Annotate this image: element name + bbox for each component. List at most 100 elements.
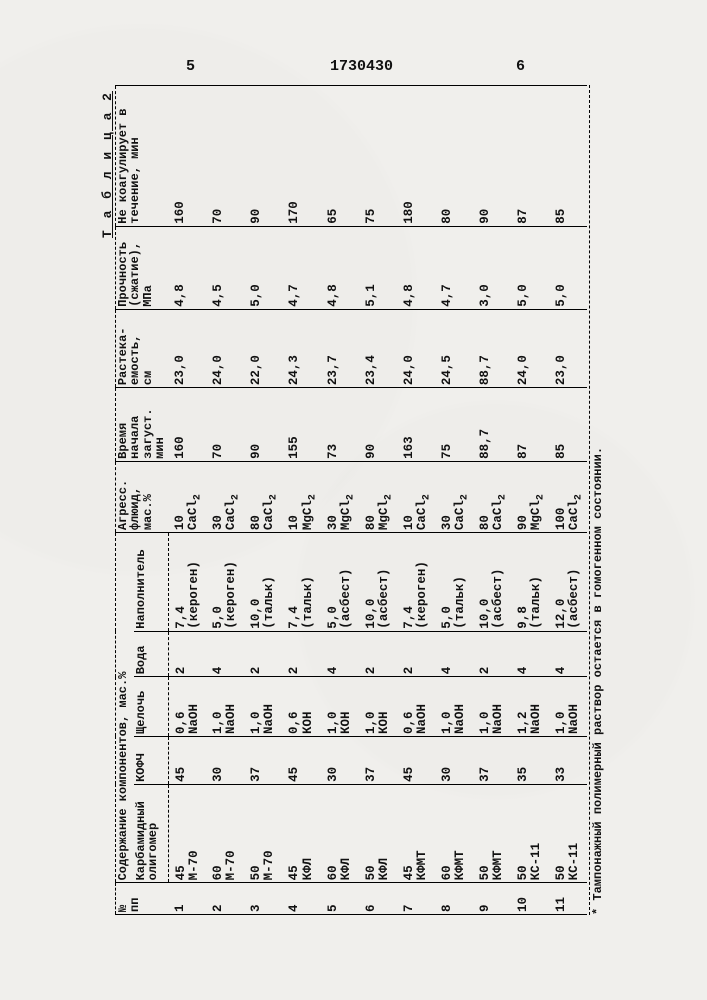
table-cell: 2 xyxy=(473,631,511,677)
table-cell: 88,7 xyxy=(473,309,511,387)
table-cell: 5,0(кероген) xyxy=(206,533,244,632)
table-cell: 65 xyxy=(321,86,359,227)
col-hdr-fluid: Агресс.флюид,мас.% xyxy=(115,461,168,532)
table-cell: 90 xyxy=(473,86,511,227)
table-row: 560КФЛ301,0КОН45,0(асбест)30MgCl27323,74… xyxy=(321,86,359,915)
table-cell: 24,0 xyxy=(511,309,549,387)
table-cell: 6 xyxy=(359,883,397,915)
table-cell: 33 xyxy=(549,736,587,784)
table-cell: 73 xyxy=(321,388,359,462)
table-cell: 37 xyxy=(359,736,397,784)
table-cell: 10MgCl2 xyxy=(282,461,320,532)
table-cell: 50М-70 xyxy=(244,784,282,883)
table-cell: 87 xyxy=(511,388,549,462)
table-row: 350М-70371,0NaOH210,0(тальк)80CaCl29022,… xyxy=(244,86,282,915)
table-cell: 45 xyxy=(168,736,206,784)
table-cell: 70 xyxy=(206,388,244,462)
table-row: 745КФМТ450,6NaOH27,4(кероген)10CaCl21632… xyxy=(397,86,435,915)
table-cell: 2 xyxy=(397,631,435,677)
table-cell: 2 xyxy=(168,631,206,677)
table-cell: 10 xyxy=(511,883,549,915)
table-cell: 12,0(асбест) xyxy=(549,533,587,632)
table-cell: 24,5 xyxy=(435,309,473,387)
table-cell: 1,0NaOH xyxy=(473,677,511,737)
table-cell: 4,7 xyxy=(282,226,320,309)
table-cell: 11 xyxy=(549,883,587,915)
table-cell: 45КФЛ xyxy=(282,784,320,883)
table-cell: 70 xyxy=(206,86,244,227)
table-cell: 4 xyxy=(511,631,549,677)
table-cell: 24,0 xyxy=(397,309,435,387)
col-hdr-kofch: КОФЧ xyxy=(134,736,168,784)
table-cell: 0,6КОН xyxy=(282,677,320,737)
table-cell: 85 xyxy=(549,388,587,462)
table-cell: 60КФЛ xyxy=(321,784,359,883)
page-num-right: 6 xyxy=(516,58,525,75)
table-cell: 90 xyxy=(244,388,282,462)
table-cell: 30CaCl2 xyxy=(206,461,244,532)
table-cell: 1,0NaOH xyxy=(206,677,244,737)
table-cell: 9 xyxy=(473,883,511,915)
table-cell: 0,6NaOH xyxy=(397,677,435,737)
table-row: 260М-70301,0NaOH45,0(кероген)30CaCl27024… xyxy=(206,86,244,915)
table-cell: 23,4 xyxy=(359,309,397,387)
table-cell: 5,0(асбест) xyxy=(321,533,359,632)
table-cell: 1 xyxy=(168,883,206,915)
table-row: 145М-70450,6NaOH27,4(кероген)10CaCl21602… xyxy=(168,86,206,915)
table-cell: 1,0КОН xyxy=(321,677,359,737)
table-cell: 5,0 xyxy=(511,226,549,309)
table-cell: 160 xyxy=(168,388,206,462)
table-cell: 30 xyxy=(435,736,473,784)
table-cell: 155 xyxy=(282,388,320,462)
table-cell: 4,7 xyxy=(435,226,473,309)
table-cell: 9,8(тальк) xyxy=(511,533,549,632)
table-row: 445КФЛ450,6КОН27,4(тальк)10MgCl215524,34… xyxy=(282,86,320,915)
table-cell: 3,0 xyxy=(473,226,511,309)
table-cell: 87 xyxy=(511,86,549,227)
col-hdr-spread: Растека-емость,см xyxy=(115,309,168,387)
table-cell: 5,1 xyxy=(359,226,397,309)
col-hdr-components: Содержание компонентов, мас.% xyxy=(115,533,134,883)
table-cell: 1,0NaOH xyxy=(435,677,473,737)
table-cell: 10,0(асбест) xyxy=(359,533,397,632)
table-cell: 90MgCl2 xyxy=(511,461,549,532)
table-cell: 10CaCl2 xyxy=(168,461,206,532)
table-cell: 1,0NaOH xyxy=(549,677,587,737)
table-cell: 8 xyxy=(435,883,473,915)
table-cell: 10,0(тальк) xyxy=(244,533,282,632)
table-cell: 170 xyxy=(282,86,320,227)
col-hdr-strength: Прочность(сжатие),МПа xyxy=(115,226,168,309)
col-hdr-water: Вода xyxy=(134,631,168,677)
table-cell: 60М-70 xyxy=(206,784,244,883)
table-cell: 23,7 xyxy=(321,309,359,387)
table-cell: 30MgCl2 xyxy=(321,461,359,532)
table-cell: 23,0 xyxy=(168,309,206,387)
table-row: 650КФЛ371,0КОН210,0(асбест)80MgCl29023,4… xyxy=(359,86,397,915)
table-cell: 5,0 xyxy=(244,226,282,309)
table-footnote: * Тампонажный полимерный раствор остаетс… xyxy=(590,85,605,915)
table-cell: 45 xyxy=(282,736,320,784)
table-cell: 7,4(кероген) xyxy=(168,533,206,632)
table-cell: 2 xyxy=(206,883,244,915)
table-cell: 4 xyxy=(435,631,473,677)
table-cell: 160 xyxy=(168,86,206,227)
table-cell: 4,5 xyxy=(206,226,244,309)
table-cell: 60КФМТ xyxy=(435,784,473,883)
table-cell: 80 xyxy=(435,86,473,227)
table-cell: 1,2NaOH xyxy=(511,677,549,737)
table-cell: 30CaCl2 xyxy=(435,461,473,532)
table-cell: 50КС-11 xyxy=(511,784,549,883)
table-cell: 24,3 xyxy=(282,309,320,387)
doc-number: 1730430 xyxy=(330,58,393,75)
table-cell: 2 xyxy=(244,631,282,677)
col-hdr-num: №пп xyxy=(115,883,168,915)
table-cell: 45М-70 xyxy=(168,784,206,883)
table-cell: 5 xyxy=(321,883,359,915)
table-cell: 0,6NaOH xyxy=(168,677,206,737)
table-cell: 7,4(кероген) xyxy=(397,533,435,632)
table-cell: 50КС-11 xyxy=(549,784,587,883)
table-cell: 80CaCl2 xyxy=(473,461,511,532)
table-cell: 88,7 xyxy=(473,388,511,462)
table-cell: 24,0 xyxy=(206,309,244,387)
table-cell: 37 xyxy=(473,736,511,784)
